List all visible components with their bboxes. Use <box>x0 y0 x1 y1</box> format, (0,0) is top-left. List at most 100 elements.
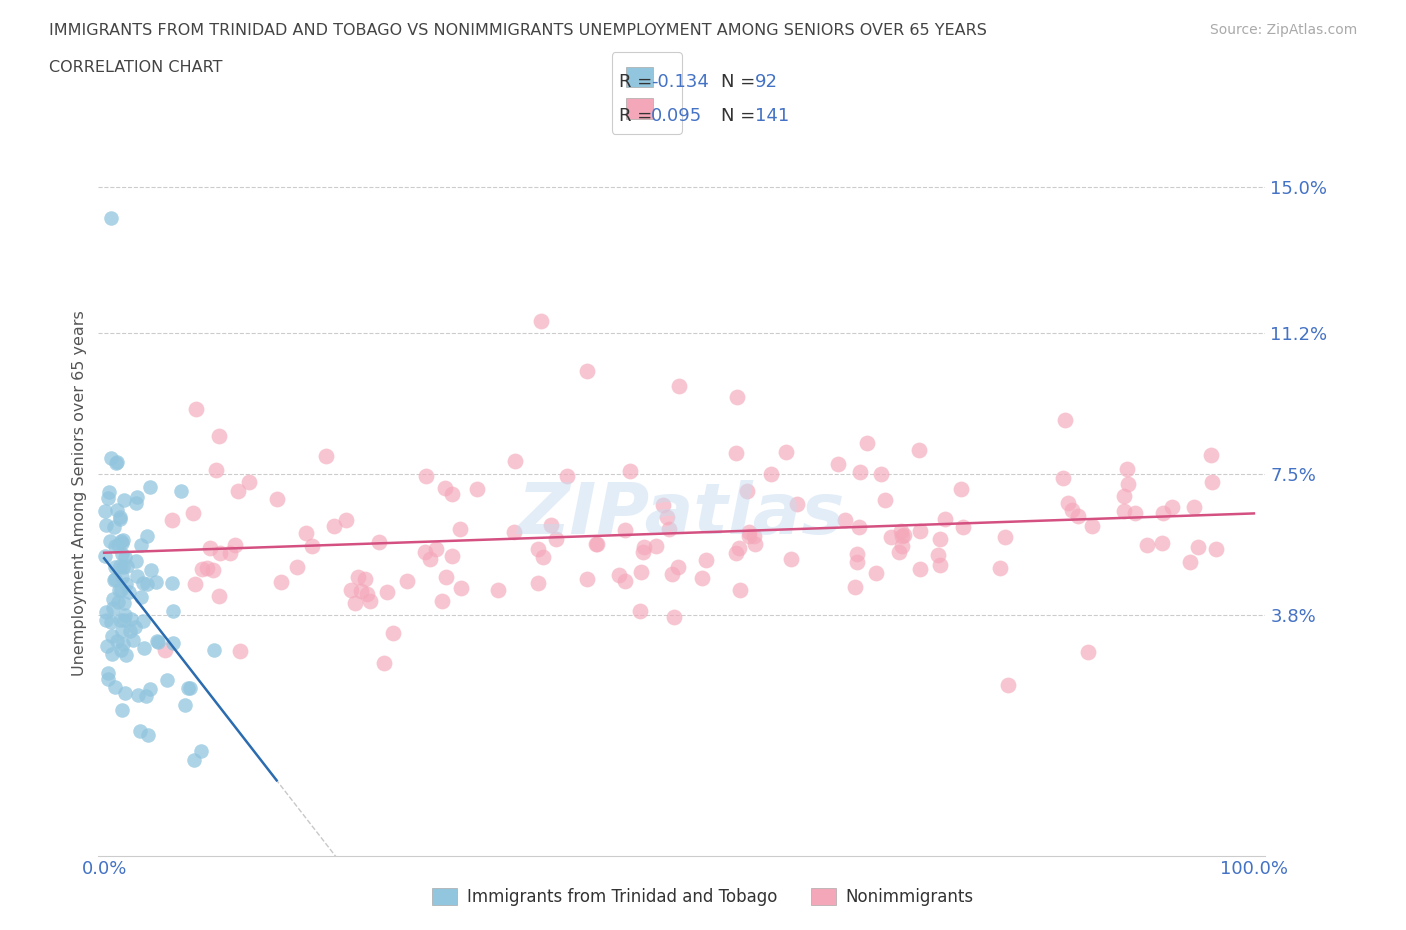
Point <box>395 574 418 589</box>
Point <box>105 454 128 469</box>
Point <box>285 559 308 574</box>
Point <box>111 547 134 562</box>
Point <box>148 634 170 649</box>
Point <box>373 656 395 671</box>
Point <box>103 572 125 587</box>
Point <box>136 528 159 543</box>
Point <box>934 512 956 527</box>
Point <box>382 625 405 640</box>
Point <box>98 485 121 499</box>
Text: IMMIGRANTS FROM TRINIDAD AND TOBAGO VS NONIMMIGRANTS UNEMPLOYMENT AMONG SENIORS : IMMIGRANTS FROM TRINIDAD AND TOBAGO VS N… <box>49 23 987 38</box>
Text: CORRELATION CHART: CORRELATION CHART <box>49 60 222 75</box>
Point <box>132 576 155 591</box>
Point <box>1116 461 1139 476</box>
Point <box>190 743 212 758</box>
Point <box>786 497 808 512</box>
Point <box>104 680 127 695</box>
Point <box>661 566 683 581</box>
Point <box>103 601 125 616</box>
Text: 92: 92 <box>755 73 778 91</box>
Point <box>111 637 134 652</box>
Point <box>195 560 218 575</box>
Point <box>129 538 152 552</box>
Point <box>368 535 391 550</box>
Point <box>893 528 915 543</box>
Point <box>347 570 370 585</box>
Point <box>1116 477 1139 492</box>
Point <box>94 503 117 518</box>
Point <box>111 560 134 575</box>
Point <box>226 484 249 498</box>
Point <box>94 517 117 532</box>
Point <box>100 210 122 225</box>
Point <box>354 571 377 586</box>
Point <box>105 456 128 471</box>
Point <box>301 539 323 554</box>
Legend: Immigrants from Trinidad and Tobago, Nonimmigrants: Immigrants from Trinidad and Tobago, Non… <box>426 881 980 912</box>
Point <box>124 619 146 634</box>
Point <box>910 562 932 577</box>
Point <box>1199 447 1222 462</box>
Point <box>613 523 636 538</box>
Point <box>205 462 228 477</box>
Text: Source: ZipAtlas.com: Source: ZipAtlas.com <box>1209 23 1357 37</box>
Point <box>827 457 849 472</box>
Point <box>356 587 378 602</box>
Point <box>1182 499 1205 514</box>
Point <box>744 529 766 544</box>
Text: ZIPatlas: ZIPatlas <box>519 480 845 549</box>
Point <box>136 577 159 591</box>
Point <box>465 482 488 497</box>
Point <box>486 582 509 597</box>
Point <box>108 613 131 628</box>
Point <box>952 519 974 534</box>
Point <box>927 547 949 562</box>
Point <box>127 688 149 703</box>
Point <box>97 491 120 506</box>
Point <box>908 442 931 457</box>
Text: N =: N = <box>721 73 761 91</box>
Point <box>735 484 758 498</box>
Point <box>101 591 124 606</box>
Point <box>880 529 903 544</box>
Point <box>162 576 184 591</box>
Point <box>335 512 357 527</box>
Point <box>146 634 169 649</box>
Point <box>724 445 747 460</box>
Point <box>162 604 184 618</box>
Point <box>266 492 288 507</box>
Point <box>339 582 361 597</box>
Point <box>1052 471 1074 485</box>
Point <box>988 561 1011 576</box>
Point <box>108 512 131 526</box>
Point <box>132 641 155 656</box>
Point <box>645 538 668 553</box>
Point <box>139 480 162 495</box>
Point <box>111 569 134 584</box>
Point <box>295 525 318 540</box>
Point <box>114 608 136 623</box>
Point <box>997 678 1019 693</box>
Point <box>208 546 231 561</box>
Point <box>201 563 224 578</box>
Point <box>350 583 373 598</box>
Point <box>503 454 526 469</box>
Point <box>759 467 782 482</box>
Point <box>100 629 122 644</box>
Point <box>344 596 367 611</box>
Point <box>112 493 135 508</box>
Point <box>544 532 567 547</box>
Point <box>1114 488 1136 503</box>
Text: 0.095: 0.095 <box>651 107 702 126</box>
Point <box>449 522 471 537</box>
Point <box>1112 503 1135 518</box>
Point <box>1205 541 1227 556</box>
Point <box>738 525 761 539</box>
Point <box>101 646 124 661</box>
Point <box>97 665 120 680</box>
Point <box>110 583 132 598</box>
Point <box>115 647 138 662</box>
Point <box>630 565 652 580</box>
Point <box>889 544 911 559</box>
Point <box>107 595 129 610</box>
